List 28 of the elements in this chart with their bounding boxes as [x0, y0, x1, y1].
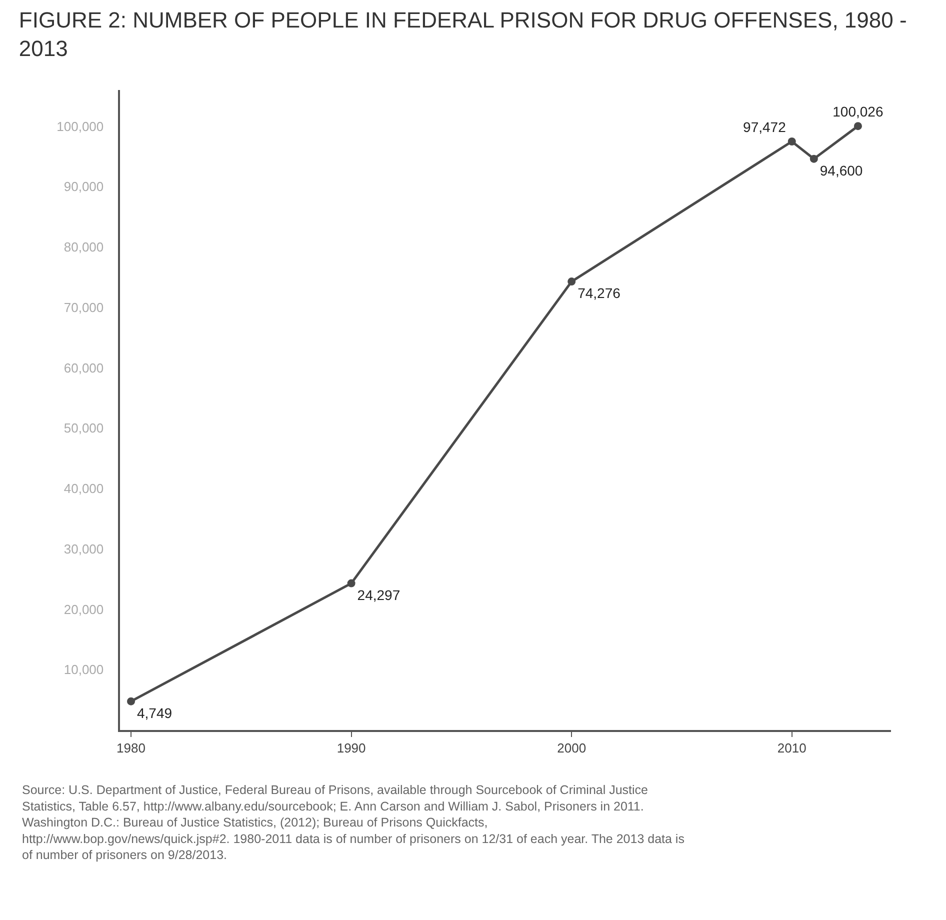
point — [810, 154, 818, 163]
y-tick-label: 10,000 — [64, 662, 104, 678]
chart-title: FIGURE 2: NUMBER OF PEOPLE IN FEDERAL PRISON FOR DRUG OFFENSES, 1980 - 2013 — [18, 8, 907, 62]
y-tick-label: 50,000 — [64, 420, 104, 436]
point — [347, 579, 356, 588]
data-label: 74,276 — [578, 285, 621, 302]
y-tick-label: 30,000 — [64, 541, 104, 556]
y-tick-label: 60,000 — [64, 360, 104, 376]
data-label: 97,472 — [743, 118, 786, 135]
x-tick-label: 2000 — [557, 740, 586, 756]
data-label: 24,297 — [357, 586, 400, 603]
data-label: 4,749 — [137, 704, 172, 721]
x-tick-label: 1980 — [116, 740, 146, 756]
y-tick-label: 100,000 — [56, 118, 104, 134]
y-tick-label: 80,000 — [64, 240, 104, 255]
point — [788, 137, 796, 146]
x-tick-label: 1990 — [336, 740, 366, 756]
y-tick-label: 70,000 — [64, 300, 104, 315]
point — [568, 278, 576, 286]
y-tick-label: 20,000 — [64, 602, 104, 617]
data-label: 100,026 — [832, 104, 884, 120]
data-label: 94,600 — [820, 162, 863, 178]
point — [127, 697, 136, 706]
y-tick-label: 40,000 — [64, 481, 104, 496]
point — [854, 122, 862, 130]
y-tick-label: 90,000 — [64, 179, 104, 194]
source-note: Source: U.S. Department of Justice, Federal Bureau of Prisons, available through Sourcebook of Criminal Justice Statistics, Table 6.57, http://www.albany.edu/sourcebook; E. Ann Carson and William J. Sabol, Prisoners in 2011. Washington D.C.: Bureau of Justice Statistics, (2012); Bureau of Prisons Quickfacts, http://www.bop.gov/news/quick.jsp#2. 1980-2011 data is of number of prisoners on 12/31 of each year. The 2013 data is of number of prisoners on 9/28/2013. — [22, 783, 684, 862]
x-tick-label: 2010 — [777, 740, 806, 756]
